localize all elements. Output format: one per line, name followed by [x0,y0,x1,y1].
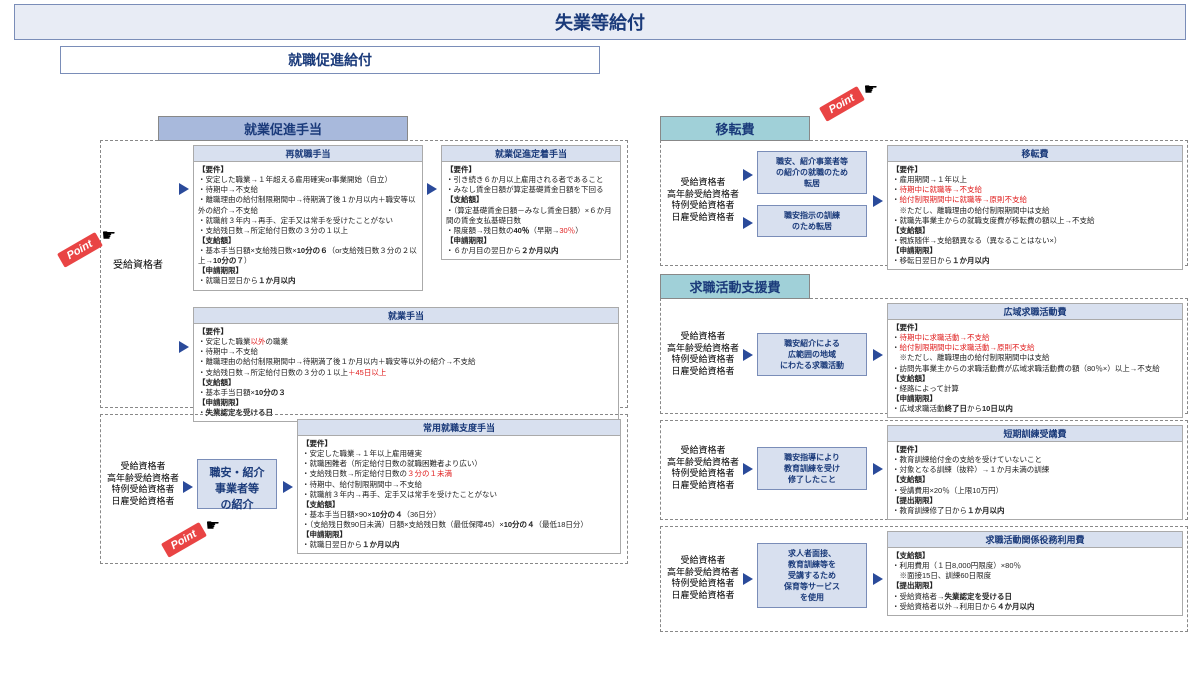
group-s3b: 受給資格者 高年齢受給資格者 特例受給資格者 日雇受給資格者 職安指導により 教… [660,420,1188,520]
arrow-icon [183,481,193,493]
blue-kouiki: 職安紹介による 広範囲の地域 にわたる求職活動 [757,333,867,376]
card-title: 広域求職活動費 [888,304,1182,320]
card-title: 常用就職支度手当 [298,420,620,436]
group-s3c: 受給資格者 高年齢受給資格者 特例受給資格者 日雇受給資格者 求人者面接、 教育… [660,526,1188,632]
blue-shokai: 職安・紹介 事業者等 の紹介 [197,459,277,509]
card-body: 【要件】・安定した職業以外の職業・待期中→不支給・離職理由の給付制限期間中→待期… [194,324,618,421]
card-body: 【支給額】・利用費用（１日8,000円限度）×80％ ※面接15日、訓練60日限… [888,548,1182,615]
card-title: 求職活動関係役務利用費 [888,532,1182,548]
subtitle: 就職促進給付 [60,46,600,74]
point-badge: Point☛ [820,88,864,120]
arrow-icon [743,217,753,229]
hand-icon: ☛ [102,225,116,245]
card-title: 再就職手当 [194,146,422,162]
card-title: 就業手当 [194,308,618,324]
arrow-icon [743,349,753,361]
arrow-icon [743,573,753,585]
group-upper: 受給資格者 再就職手当 【要件】・安定した職業→１年超える雇用確実or事業開始（… [100,140,628,408]
card-title: 就業促進定着手当 [442,146,620,162]
card-body: 【要件】・教育訓練給付金の支給を受けていないこと・対象となる訓練（抜粋）→１か月… [888,442,1182,519]
card-c3: 就業手当 【要件】・安定した職業以外の職業・待期中→不支給・離職理由の給付制限期… [193,307,619,422]
section-2-header: 移転費 [660,116,810,141]
card-body: 【要件】・雇用期間→１年以上・待期中に就職等→不支給・給付制限期間中に就職等→原… [888,162,1182,269]
blue-hoiku: 求人者面接、 教育訓練等を 受講するため 保育等サービス を使用 [757,543,867,608]
section-1-header: 就業促進手当 [158,116,408,141]
card-c8: 求職活動関係役務利用費 【支給額】・利用費用（１日8,000円限度）×80％ ※… [887,531,1183,616]
section-3-header: 求職活動支援費 [660,274,810,299]
card-c5: 移転費 【要件】・雇用期間→１年以上・待期中に就職等→不支給・給付制限期間中に就… [887,145,1183,270]
point-badge: Point☛ [58,234,102,266]
label-jukyuu4: 受給資格者 高年齢受給資格者 特例受給資格者 日雇受給資格者 [667,555,739,602]
label-jukyuu4: 受給資格者 高年齢受給資格者 特例受給資格者 日雇受給資格者 [667,331,739,378]
arrow-icon [873,463,883,475]
blue-kyouiku: 職安指導により 教育訓練を受け 修了したこと [757,447,867,490]
card-c4: 常用就職支度手当 【要件】・安定した職業→１年以上雇用確実・就職困難者（所定給付… [297,419,621,554]
card-title: 移転費 [888,146,1182,162]
main-title: 失業等給付 [14,4,1186,40]
card-c7: 短期訓練受講費 【要件】・教育訓練給付金の支給を受けていないこと・対象となる訓練… [887,425,1183,520]
arrow-icon [873,195,883,207]
arrow-icon [873,573,883,585]
card-title: 短期訓練受講費 [888,426,1182,442]
hand-icon: ☛ [206,515,220,535]
card-body: 【要件】・引き続き６か月以上雇用される者であること・みなし賃金日額が算定基礎賃金… [442,162,620,259]
blue-tenkyo1: 職安、紹介事業者等 の紹介の就職のため 転居 [757,151,867,194]
arrow-icon [743,463,753,475]
card-body: 【要件】・安定した職業→１年超える雇用確実or事業開始（自立）・待期中→不支給・… [194,162,422,290]
hand-icon: ☛ [864,79,878,99]
arrow-icon [873,349,883,361]
arrow-icon [743,169,753,181]
group-s2: 受給資格者 高年齢受給資格者 特例受給資格者 日雇受給資格者 職安、紹介事業者等… [660,140,1188,266]
label-jukyuu4: 受給資格者 高年齢受給資格者 特例受給資格者 日雇受給資格者 [667,177,739,224]
label-jukyuu4: 受給資格者 高年齢受給資格者 特例受給資格者 日雇受給資格者 [667,445,739,492]
card-c2: 就業促進定着手当 【要件】・引き続き６か月以上雇用される者であること・みなし賃金… [441,145,621,260]
label-jukyuu4: 受給資格者 高年齢受給資格者 特例受給資格者 日雇受給資格者 [107,461,179,508]
arrow-icon [427,183,437,195]
card-c1: 再就職手当 【要件】・安定した職業→１年超える雇用確実or事業開始（自立）・待期… [193,145,423,291]
card-c6: 広域求職活動費 【要件】・待期中に求職活動→不支給・給付制限期間中に求職活動→原… [887,303,1183,418]
label-jukyuu: 受給資格者 [113,259,163,272]
group-s3a: 受給資格者 高年齢受給資格者 特例受給資格者 日雇受給資格者 職安紹介による 広… [660,298,1188,414]
card-body: 【要件】・待期中に求職活動→不支給・給付制限期間中に求職活動→原則不支給 ※ただ… [888,320,1182,417]
blue-tenkyo2: 職安指示の訓練 のため転居 [757,205,867,237]
card-body: 【要件】・安定した職業→１年以上雇用確実・就職困難者（所定給付日数の就職困難者よ… [298,436,620,553]
arrow-icon [179,183,189,195]
arrow-icon [179,341,189,353]
arrow-icon [283,481,293,493]
